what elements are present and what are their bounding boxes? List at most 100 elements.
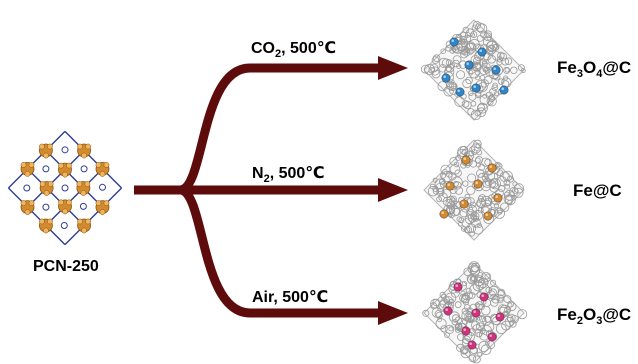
nanoparticle	[483, 211, 493, 221]
pore	[501, 57, 510, 66]
pore	[510, 66, 518, 74]
nanoparticle	[471, 308, 481, 318]
pore	[470, 211, 478, 218]
formula-part: 4	[596, 68, 603, 80]
pore	[468, 39, 480, 50]
pore	[432, 188, 440, 195]
pore	[476, 222, 482, 228]
pore	[483, 32, 493, 41]
nanoparticle	[495, 312, 505, 322]
pore	[434, 178, 446, 190]
nanoparticle	[477, 47, 487, 57]
linker-ring	[80, 165, 88, 173]
cluster-lobe	[28, 162, 35, 168]
pore	[463, 226, 471, 234]
pore	[495, 323, 507, 335]
cluster-lobe	[58, 162, 64, 169]
metal-cluster	[20, 162, 35, 177]
particle-highlight	[461, 201, 465, 204]
linker-line	[64, 187, 123, 246]
pore	[510, 194, 517, 201]
pore	[513, 183, 525, 194]
pore	[504, 316, 515, 327]
nanoparticle	[443, 306, 453, 316]
nanoparticle	[487, 163, 497, 173]
particle-highlight	[463, 157, 467, 160]
particle-highlight	[445, 308, 449, 312]
formula-part: @C	[602, 58, 632, 77]
pore	[491, 44, 499, 52]
pore	[489, 178, 501, 190]
pore	[480, 344, 492, 356]
pore	[497, 288, 505, 297]
pore	[507, 301, 517, 312]
particle-highlight	[489, 165, 493, 168]
pore	[470, 30, 478, 38]
pore	[485, 286, 493, 294]
formula-part: O	[582, 58, 597, 77]
pore	[504, 67, 510, 73]
pore	[456, 343, 465, 352]
particle-highlight	[493, 67, 497, 70]
pore	[484, 197, 493, 206]
nanoparticle	[479, 292, 489, 302]
pore	[504, 189, 515, 201]
pore	[473, 224, 484, 235]
linker-line	[45, 150, 103, 208]
linker-line	[27, 150, 85, 208]
pore	[498, 78, 505, 85]
pore	[460, 348, 471, 359]
cluster-lobe	[43, 227, 49, 234]
pore	[439, 291, 446, 299]
pore	[471, 143, 482, 154]
particle-highlight	[455, 284, 459, 288]
particle-highlight	[463, 328, 467, 332]
linker-line	[7, 130, 66, 189]
linker-ring	[98, 183, 106, 191]
pore	[504, 183, 511, 190]
pore	[499, 304, 511, 316]
pore	[437, 317, 443, 323]
pore	[440, 325, 448, 333]
linker-line	[64, 130, 123, 189]
pore	[452, 55, 462, 64]
pore	[451, 83, 457, 89]
nanoparticle	[493, 193, 503, 203]
linker-ring	[79, 202, 87, 210]
cluster-lobe	[28, 200, 35, 206]
pore	[464, 225, 472, 234]
pore	[475, 22, 485, 33]
pore	[422, 309, 430, 317]
pore	[512, 181, 518, 187]
metal-cluster	[39, 143, 53, 159]
pore	[452, 207, 461, 216]
arrowhead-2	[378, 301, 408, 325]
pore	[445, 59, 453, 66]
pore	[438, 64, 447, 73]
pore	[440, 48, 446, 54]
particle-highlight	[479, 49, 483, 52]
pore	[481, 62, 491, 72]
pore	[467, 173, 477, 183]
pore	[479, 74, 486, 81]
cluster-lobe	[20, 162, 27, 168]
cluster-lobe	[99, 209, 106, 215]
pore	[480, 79, 489, 88]
pore	[448, 311, 460, 323]
pore	[468, 150, 475, 157]
pore	[496, 294, 504, 302]
pore	[472, 355, 481, 364]
particle-highlight	[443, 75, 447, 78]
branching-arrows	[134, 56, 408, 325]
pore	[476, 162, 481, 168]
pore	[462, 78, 472, 89]
pore	[460, 294, 470, 304]
linker-line	[45, 168, 103, 226]
metal-cluster	[77, 218, 91, 234]
precursor-label: PCN-250	[33, 258, 99, 275]
pore	[438, 57, 449, 68]
pore	[470, 55, 481, 65]
particle-highlight	[475, 181, 479, 184]
cluster-lobe	[81, 227, 87, 234]
